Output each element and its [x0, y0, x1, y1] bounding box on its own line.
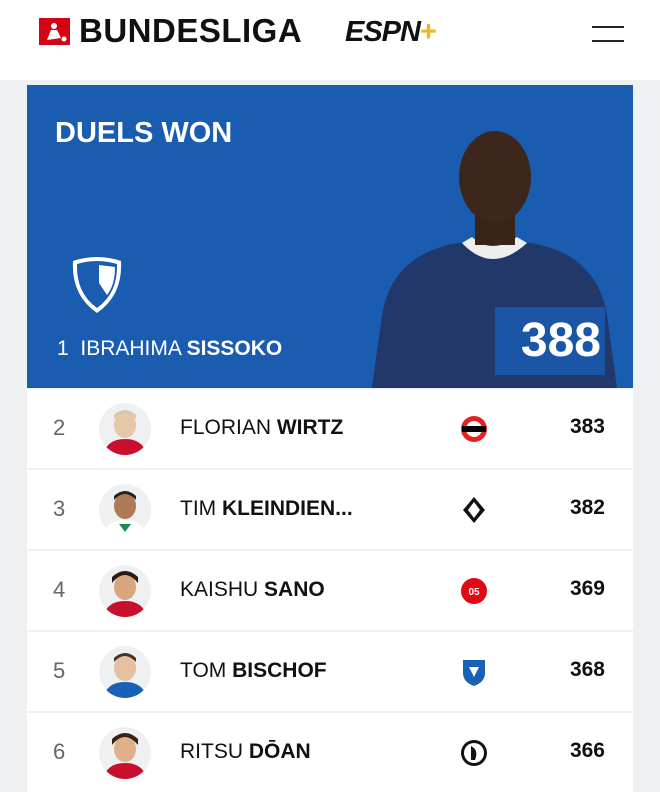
bochum-crest-icon: [72, 257, 122, 313]
top-bar: BUNDESLIGA ESPN+: [0, 0, 660, 80]
hamburger-icon[interactable]: [592, 26, 624, 42]
leader-card[interactable]: DUELS WON 1 IBRAHIMA SISSOKO 388: [27, 85, 633, 388]
leader-name: 1 IBRAHIMA SISSOKO: [57, 337, 283, 360]
bundesliga-wordmark[interactable]: BUNDESLIGA: [79, 12, 303, 49]
player-name: TIM KLEINDIEN...: [180, 497, 353, 520]
stat-value: 369: [569, 577, 605, 600]
player-name: KAISHU SANO: [180, 578, 325, 601]
rank: 2: [53, 415, 66, 440]
player-name: RITSU DŌAN: [180, 740, 311, 763]
table-row[interactable]: 2 FLORIAN WIRTZ 383: [27, 389, 633, 468]
player-name: FLORIAN WIRTZ: [180, 416, 344, 439]
avatar: [99, 565, 151, 617]
avatar: [99, 484, 151, 536]
avatar: [99, 727, 151, 779]
hoffenheim-crest-icon: [463, 660, 485, 686]
stat-value: 382: [569, 496, 605, 519]
stat-value: 366: [569, 739, 605, 762]
rank: 5: [53, 658, 66, 683]
gladbach-crest-icon: [463, 497, 485, 523]
mainz-crest-icon: 05: [461, 578, 487, 604]
table-row[interactable]: 5 TOM BISCHOF 368: [27, 632, 633, 711]
table-row[interactable]: 4 KAISHU SANO 05 369: [27, 551, 633, 630]
leverkusen-crest-icon: [461, 416, 487, 442]
table-row[interactable]: 3 TIM KLEINDIEN... 382: [27, 470, 633, 549]
stat-value: 383: [569, 415, 605, 438]
avatar: [99, 646, 151, 698]
stat-value: 368: [569, 658, 605, 681]
svg-text:05: 05: [468, 587, 480, 598]
avatar: [99, 403, 151, 455]
espn-plus-logo[interactable]: ESPN+: [345, 16, 437, 48]
bundesliga-logo-icon[interactable]: [39, 18, 70, 45]
leader-value: 388: [495, 307, 605, 375]
rank: 6: [53, 739, 66, 764]
table-row[interactable]: 6 RITSU DŌAN 366: [27, 713, 633, 792]
freiburg-crest-icon: [461, 740, 487, 766]
rank: 4: [53, 577, 66, 602]
rank: 3: [53, 496, 66, 521]
player-name: TOM BISCHOF: [180, 659, 327, 682]
stat-title: DUELS WON: [55, 117, 233, 149]
